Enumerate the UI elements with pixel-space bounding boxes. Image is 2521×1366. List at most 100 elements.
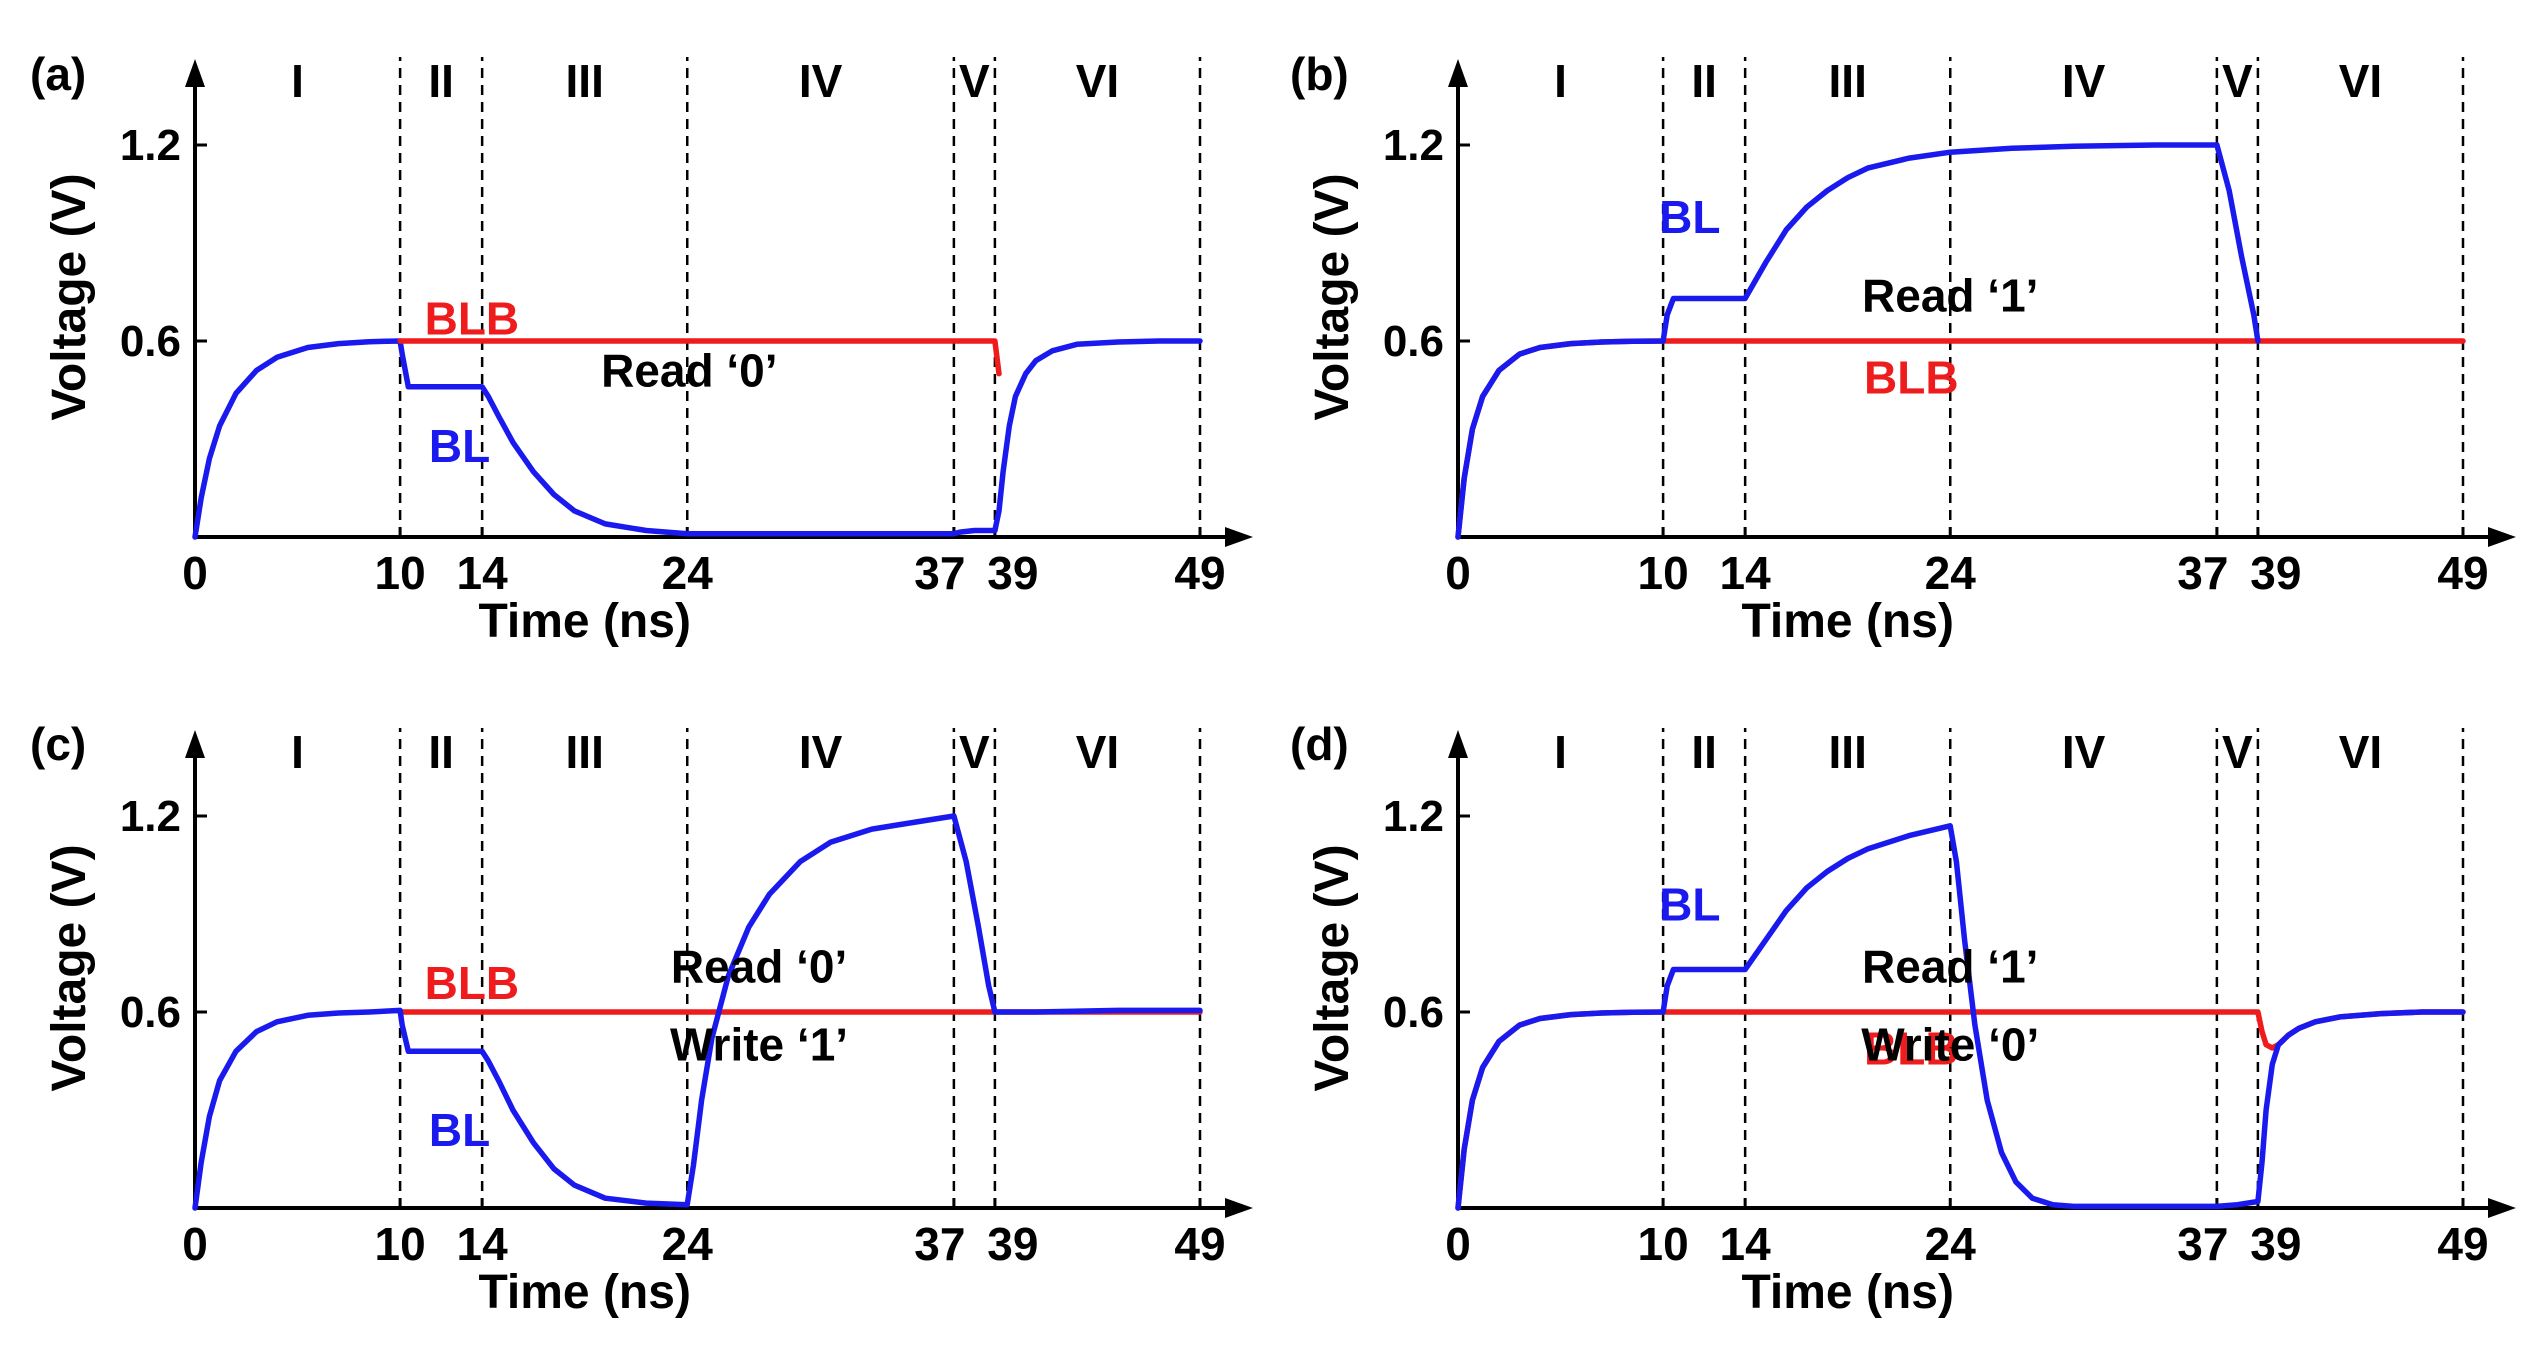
x-axis-arrow bbox=[2488, 527, 2516, 547]
x-tick-label: 37 bbox=[2177, 547, 2228, 599]
x-tick-label: 49 bbox=[2437, 1218, 2488, 1270]
x-tick-label: 14 bbox=[1720, 547, 1772, 599]
x-axis-arrow bbox=[1225, 527, 1253, 547]
phase-label: I bbox=[291, 55, 304, 107]
phase-label: II bbox=[1691, 55, 1717, 107]
operation-annotation: Write ‘1’ bbox=[670, 1019, 848, 1071]
x-tick-label: 0 bbox=[1445, 547, 1471, 599]
x-tick-label: 37 bbox=[2177, 1218, 2228, 1270]
series-line-bl bbox=[192, 813, 1203, 1211]
y-tick-label: 1.2 bbox=[1383, 121, 1444, 170]
y-axis-arrow bbox=[1448, 730, 1468, 758]
panel-label: (b) bbox=[1290, 48, 1349, 100]
series-label-bl: BL bbox=[429, 1104, 490, 1156]
phase-label: IV bbox=[799, 726, 843, 778]
y-axis-title: Voltage (V) bbox=[43, 844, 96, 1091]
x-tick-label: 0 bbox=[182, 547, 208, 599]
x-axis-arrow bbox=[1225, 1198, 1253, 1218]
x-tick-label: 37 bbox=[914, 547, 965, 599]
series-label-bl: BL bbox=[1659, 879, 1720, 931]
phase-label: III bbox=[1829, 726, 1867, 778]
series-line-blb bbox=[397, 338, 1002, 377]
panel-label: (a) bbox=[30, 48, 86, 100]
series-label-bl: BL bbox=[1659, 191, 1720, 243]
operation-annotation: Read ‘0’ bbox=[601, 345, 777, 397]
phase-label: IV bbox=[799, 55, 843, 107]
x-axis-title: Time (ns) bbox=[478, 1266, 690, 1319]
x-tick-label: 39 bbox=[2250, 547, 2301, 599]
x-tick-label: 24 bbox=[1925, 1218, 1977, 1270]
y-tick-label: 1.2 bbox=[1383, 792, 1444, 841]
operation-annotation: Read ‘0’ bbox=[671, 941, 847, 993]
series-label-blb: BLB bbox=[425, 292, 520, 344]
series-label-blb: BLB bbox=[1864, 1022, 1959, 1074]
x-tick-label: 39 bbox=[2250, 1218, 2301, 1270]
phase-label: VI bbox=[1076, 55, 1119, 107]
series-label-bl: BL bbox=[429, 420, 490, 472]
phase-label: V bbox=[959, 726, 990, 778]
x-tick-label: 10 bbox=[375, 547, 426, 599]
y-axis-arrow bbox=[185, 59, 205, 87]
y-tick-label: 0.6 bbox=[120, 988, 181, 1037]
phase-label: I bbox=[1554, 55, 1567, 107]
panel-label: (c) bbox=[30, 718, 86, 770]
phase-label: V bbox=[959, 55, 990, 107]
x-tick-label: 14 bbox=[457, 547, 509, 599]
phase-label: II bbox=[428, 726, 454, 778]
phase-label: IV bbox=[2062, 55, 2106, 107]
series-line-bl bbox=[192, 338, 1203, 540]
x-axis-arrow bbox=[2488, 1198, 2516, 1218]
x-axis-title: Time (ns) bbox=[1741, 1266, 1953, 1319]
series-line-bl bbox=[1455, 823, 2466, 1211]
y-tick-label: 0.6 bbox=[120, 317, 181, 366]
x-tick-label: 24 bbox=[662, 547, 714, 599]
phase-label: VI bbox=[2339, 726, 2382, 778]
y-tick-label: 1.2 bbox=[120, 792, 181, 841]
y-tick-label: 1.2 bbox=[120, 121, 181, 170]
x-tick-label: 24 bbox=[1925, 547, 1977, 599]
phase-label: V bbox=[2222, 55, 2253, 107]
y-tick-label: 0.6 bbox=[1383, 317, 1444, 366]
x-tick-label: 49 bbox=[1174, 547, 1225, 599]
x-tick-label: 39 bbox=[987, 547, 1038, 599]
phase-label: VI bbox=[2339, 55, 2382, 107]
series-label-blb: BLB bbox=[425, 957, 520, 1009]
x-tick-label: 49 bbox=[2437, 547, 2488, 599]
series-line-blb bbox=[1455, 338, 2466, 540]
y-tick-label: 0.6 bbox=[1383, 988, 1444, 1037]
y-axis-title: Voltage (V) bbox=[43, 173, 96, 420]
x-tick-label: 0 bbox=[182, 1218, 208, 1270]
phase-label: III bbox=[1829, 55, 1867, 107]
phase-label: III bbox=[566, 726, 604, 778]
phase-label: VI bbox=[1076, 726, 1119, 778]
phase-label: IV bbox=[2062, 726, 2106, 778]
x-tick-label: 10 bbox=[1638, 547, 1689, 599]
x-axis-title: Time (ns) bbox=[478, 595, 690, 648]
x-tick-label: 10 bbox=[375, 1218, 426, 1270]
y-axis-arrow bbox=[185, 730, 205, 758]
operation-annotation: Read ‘1’ bbox=[1862, 941, 2038, 993]
phase-label: I bbox=[1554, 726, 1567, 778]
x-tick-label: 0 bbox=[1445, 1218, 1471, 1270]
x-tick-label: 24 bbox=[662, 1218, 714, 1270]
x-tick-label: 37 bbox=[914, 1218, 965, 1270]
phase-label: I bbox=[291, 726, 304, 778]
panel-label: (d) bbox=[1290, 718, 1349, 770]
phase-label: III bbox=[566, 55, 604, 107]
x-tick-label: 14 bbox=[457, 1218, 509, 1270]
phase-label: II bbox=[1691, 726, 1717, 778]
x-tick-label: 10 bbox=[1638, 1218, 1689, 1270]
operation-annotation: Read ‘1’ bbox=[1862, 270, 2038, 322]
operation-annotation: Write ‘0’ bbox=[1861, 1019, 2039, 1071]
series-label-blb: BLB bbox=[1864, 351, 1959, 403]
x-tick-label: 39 bbox=[987, 1218, 1038, 1270]
x-tick-label: 14 bbox=[1720, 1218, 1772, 1270]
phase-label: V bbox=[2222, 726, 2253, 778]
x-tick-label: 49 bbox=[1174, 1218, 1225, 1270]
phase-label: II bbox=[428, 55, 454, 107]
